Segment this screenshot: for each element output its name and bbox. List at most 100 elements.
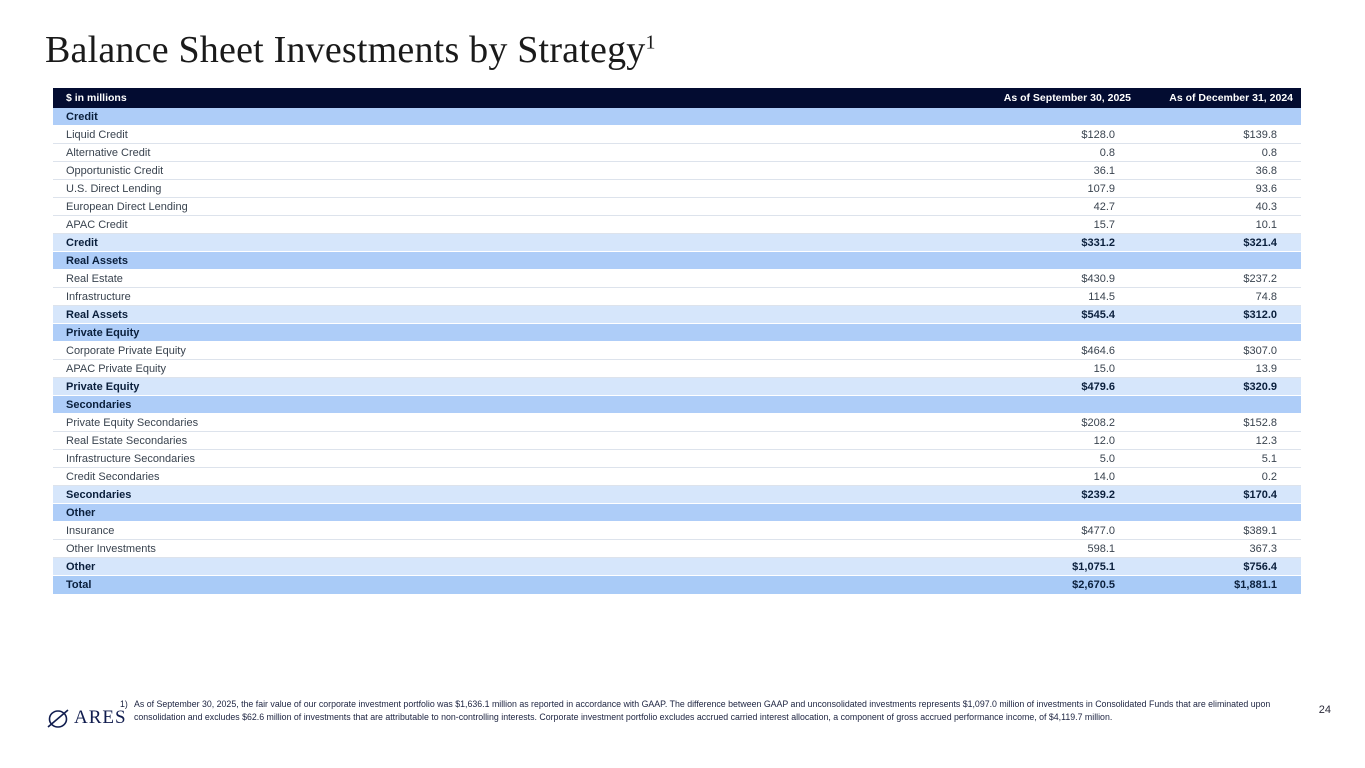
value-sep-30-2025: $430.9 (1081, 272, 1115, 285)
row-label: Credit (66, 110, 98, 123)
value-sep-30-2025: 42.7 (1093, 200, 1115, 213)
value-sep-30-2025: 114.5 (1088, 290, 1115, 303)
table-row-data: Alternative Credit 0.8 0.8 (53, 144, 1301, 162)
row-label: Alternative Credit (66, 146, 151, 159)
table-body: Credit Liquid Credit $128.0 $139.8 Alternati… (53, 108, 1301, 594)
ares-logo: ARES (45, 706, 127, 730)
value-sep-30-2025: $477.0 (1081, 524, 1115, 537)
row-label: Secondaries (66, 398, 132, 411)
value-dec-31-2024: 36.8 (1255, 164, 1277, 177)
table-row-subtotal: Private Equity $479.6 $320.9 (53, 378, 1301, 396)
value-dec-31-2024: 0.8 (1261, 146, 1277, 159)
value-sep-30-2025: $208.2 (1081, 416, 1115, 429)
value-sep-30-2025: 36.1 (1093, 164, 1115, 177)
value-dec-31-2024: 93.6 (1255, 182, 1277, 195)
value-sep-30-2025: $2,670.5 (1072, 579, 1115, 591)
row-label: Private Equity (66, 380, 140, 393)
table-row-section: Private Equity (53, 324, 1301, 342)
table-row-data: Corporate Private Equity $464.6 $307.0 (53, 342, 1301, 360)
value-sep-30-2025: 15.0 (1093, 362, 1115, 375)
value-dec-31-2024: 13.9 (1255, 362, 1277, 375)
row-label: APAC Credit (66, 218, 128, 231)
row-label: Liquid Credit (66, 128, 128, 141)
value-sep-30-2025: 15.7 (1093, 218, 1115, 231)
table-row-data: Liquid Credit $128.0 $139.8 (53, 126, 1301, 144)
value-sep-30-2025: $128.0 (1081, 128, 1115, 141)
slide-footer: ARES 1) As of September 30, 2025, the fa… (0, 690, 1365, 730)
row-label: Total (66, 579, 92, 591)
row-label: Real Estate (66, 272, 123, 285)
row-label: Real Estate Secondaries (66, 434, 188, 447)
title-footnote-marker: 1 (645, 31, 656, 54)
table-row-data: Credit Secondaries 14.0 0.2 (53, 468, 1301, 486)
row-label: European Direct Lending (66, 200, 188, 213)
table-row-data: APAC Credit 15.7 10.1 (53, 216, 1301, 234)
footnote-marker: 1) (120, 699, 128, 709)
column-header-units: $ in millions (66, 92, 127, 104)
row-label: Credit (66, 236, 98, 249)
row-label: U.S. Direct Lending (66, 182, 162, 195)
table-row-data: Infrastructure Secondaries 5.0 5.1 (53, 450, 1301, 468)
table-row-data: European Direct Lending 42.7 40.3 (53, 198, 1301, 216)
row-label: Opportunistic Credit (66, 164, 164, 177)
row-label: Real Assets (66, 308, 128, 321)
value-dec-31-2024: 367.3 (1249, 542, 1277, 555)
table-row-subtotal: Secondaries $239.2 $170.4 (53, 486, 1301, 504)
value-dec-31-2024: $307.0 (1243, 344, 1277, 357)
row-label: Insurance (66, 524, 115, 537)
value-dec-31-2024: 12.3 (1255, 434, 1277, 447)
table-row-data: Private Equity Secondaries $208.2 $152.8 (53, 414, 1301, 432)
investments-table: $ in millions As of September 30, 2025 A… (53, 88, 1301, 594)
value-dec-31-2024: $170.4 (1243, 488, 1277, 501)
table-header-row: $ in millions As of September 30, 2025 A… (53, 88, 1301, 108)
value-sep-30-2025: $479.6 (1081, 380, 1115, 393)
value-dec-31-2024: 5.1 (1261, 452, 1277, 465)
value-sep-30-2025: $239.2 (1081, 488, 1115, 501)
value-sep-30-2025: 14.0 (1093, 470, 1115, 483)
page-title: Balance Sheet Investments by Strategy1 (45, 28, 656, 72)
table-row-data: U.S. Direct Lending 107.9 93.6 (53, 180, 1301, 198)
value-sep-30-2025: 5.0 (1099, 452, 1115, 465)
ares-globe-icon (47, 709, 69, 728)
table-row-subtotal: Real Assets $545.4 $312.0 (53, 306, 1301, 324)
value-dec-31-2024: 0.2 (1261, 470, 1277, 483)
row-label: APAC Private Equity (66, 362, 167, 375)
row-label: Other (66, 560, 96, 573)
value-sep-30-2025: 0.8 (1099, 146, 1115, 159)
table-row-total: Total $2,670.5 $1,881.1 (53, 576, 1301, 594)
table-row-data: APAC Private Equity 15.0 13.9 (53, 360, 1301, 378)
value-dec-31-2024: 10.1 (1255, 218, 1277, 231)
footnote-text: As of September 30, 2025, the fair value… (134, 699, 1271, 722)
column-header-sep-2025: As of September 30, 2025 (1003, 92, 1131, 104)
ares-logo-text: ARES (74, 707, 127, 728)
value-sep-30-2025: 12.0 (1093, 434, 1115, 447)
value-sep-30-2025: $1,075.1 (1072, 560, 1115, 573)
value-sep-30-2025: $545.4 (1081, 308, 1115, 321)
table-row-section: Other (53, 504, 1301, 522)
value-sep-30-2025: $331.2 (1081, 236, 1115, 249)
table-row-data: Real Estate $430.9 $237.2 (53, 270, 1301, 288)
table-row-data: Insurance $477.0 $389.1 (53, 522, 1301, 540)
value-dec-31-2024: $139.8 (1243, 128, 1277, 141)
row-label: Credit Secondaries (66, 470, 160, 483)
row-label: Other (66, 506, 96, 519)
value-sep-30-2025: $464.6 (1081, 344, 1115, 357)
table-row-section: Secondaries (53, 396, 1301, 414)
row-label: Secondaries (66, 488, 132, 501)
table-row-section: Credit (53, 108, 1301, 126)
table-row-data: Infrastructure 114.5 74.8 (53, 288, 1301, 306)
footnote: 1) As of September 30, 2025, the fair va… (120, 698, 1298, 723)
value-dec-31-2024: $152.8 (1243, 416, 1277, 429)
row-label: Infrastructure Secondaries (66, 452, 196, 465)
value-dec-31-2024: 74.8 (1255, 290, 1277, 303)
value-dec-31-2024: $312.0 (1243, 308, 1277, 321)
value-dec-31-2024: $320.9 (1243, 380, 1277, 393)
row-label: Other Investments (66, 542, 156, 555)
table-row-subtotal: Credit $331.2 $321.4 (53, 234, 1301, 252)
row-label: Corporate Private Equity (66, 344, 186, 357)
row-label: Private Equity Secondaries (66, 416, 199, 429)
value-sep-30-2025: 107.9 (1087, 182, 1115, 195)
column-header-dec-2024: As of December 31, 2024 (1169, 92, 1293, 104)
table-row-data: Opportunistic Credit 36.1 36.8 (53, 162, 1301, 180)
page-title-text: Balance Sheet Investments by Strategy (45, 29, 646, 71)
